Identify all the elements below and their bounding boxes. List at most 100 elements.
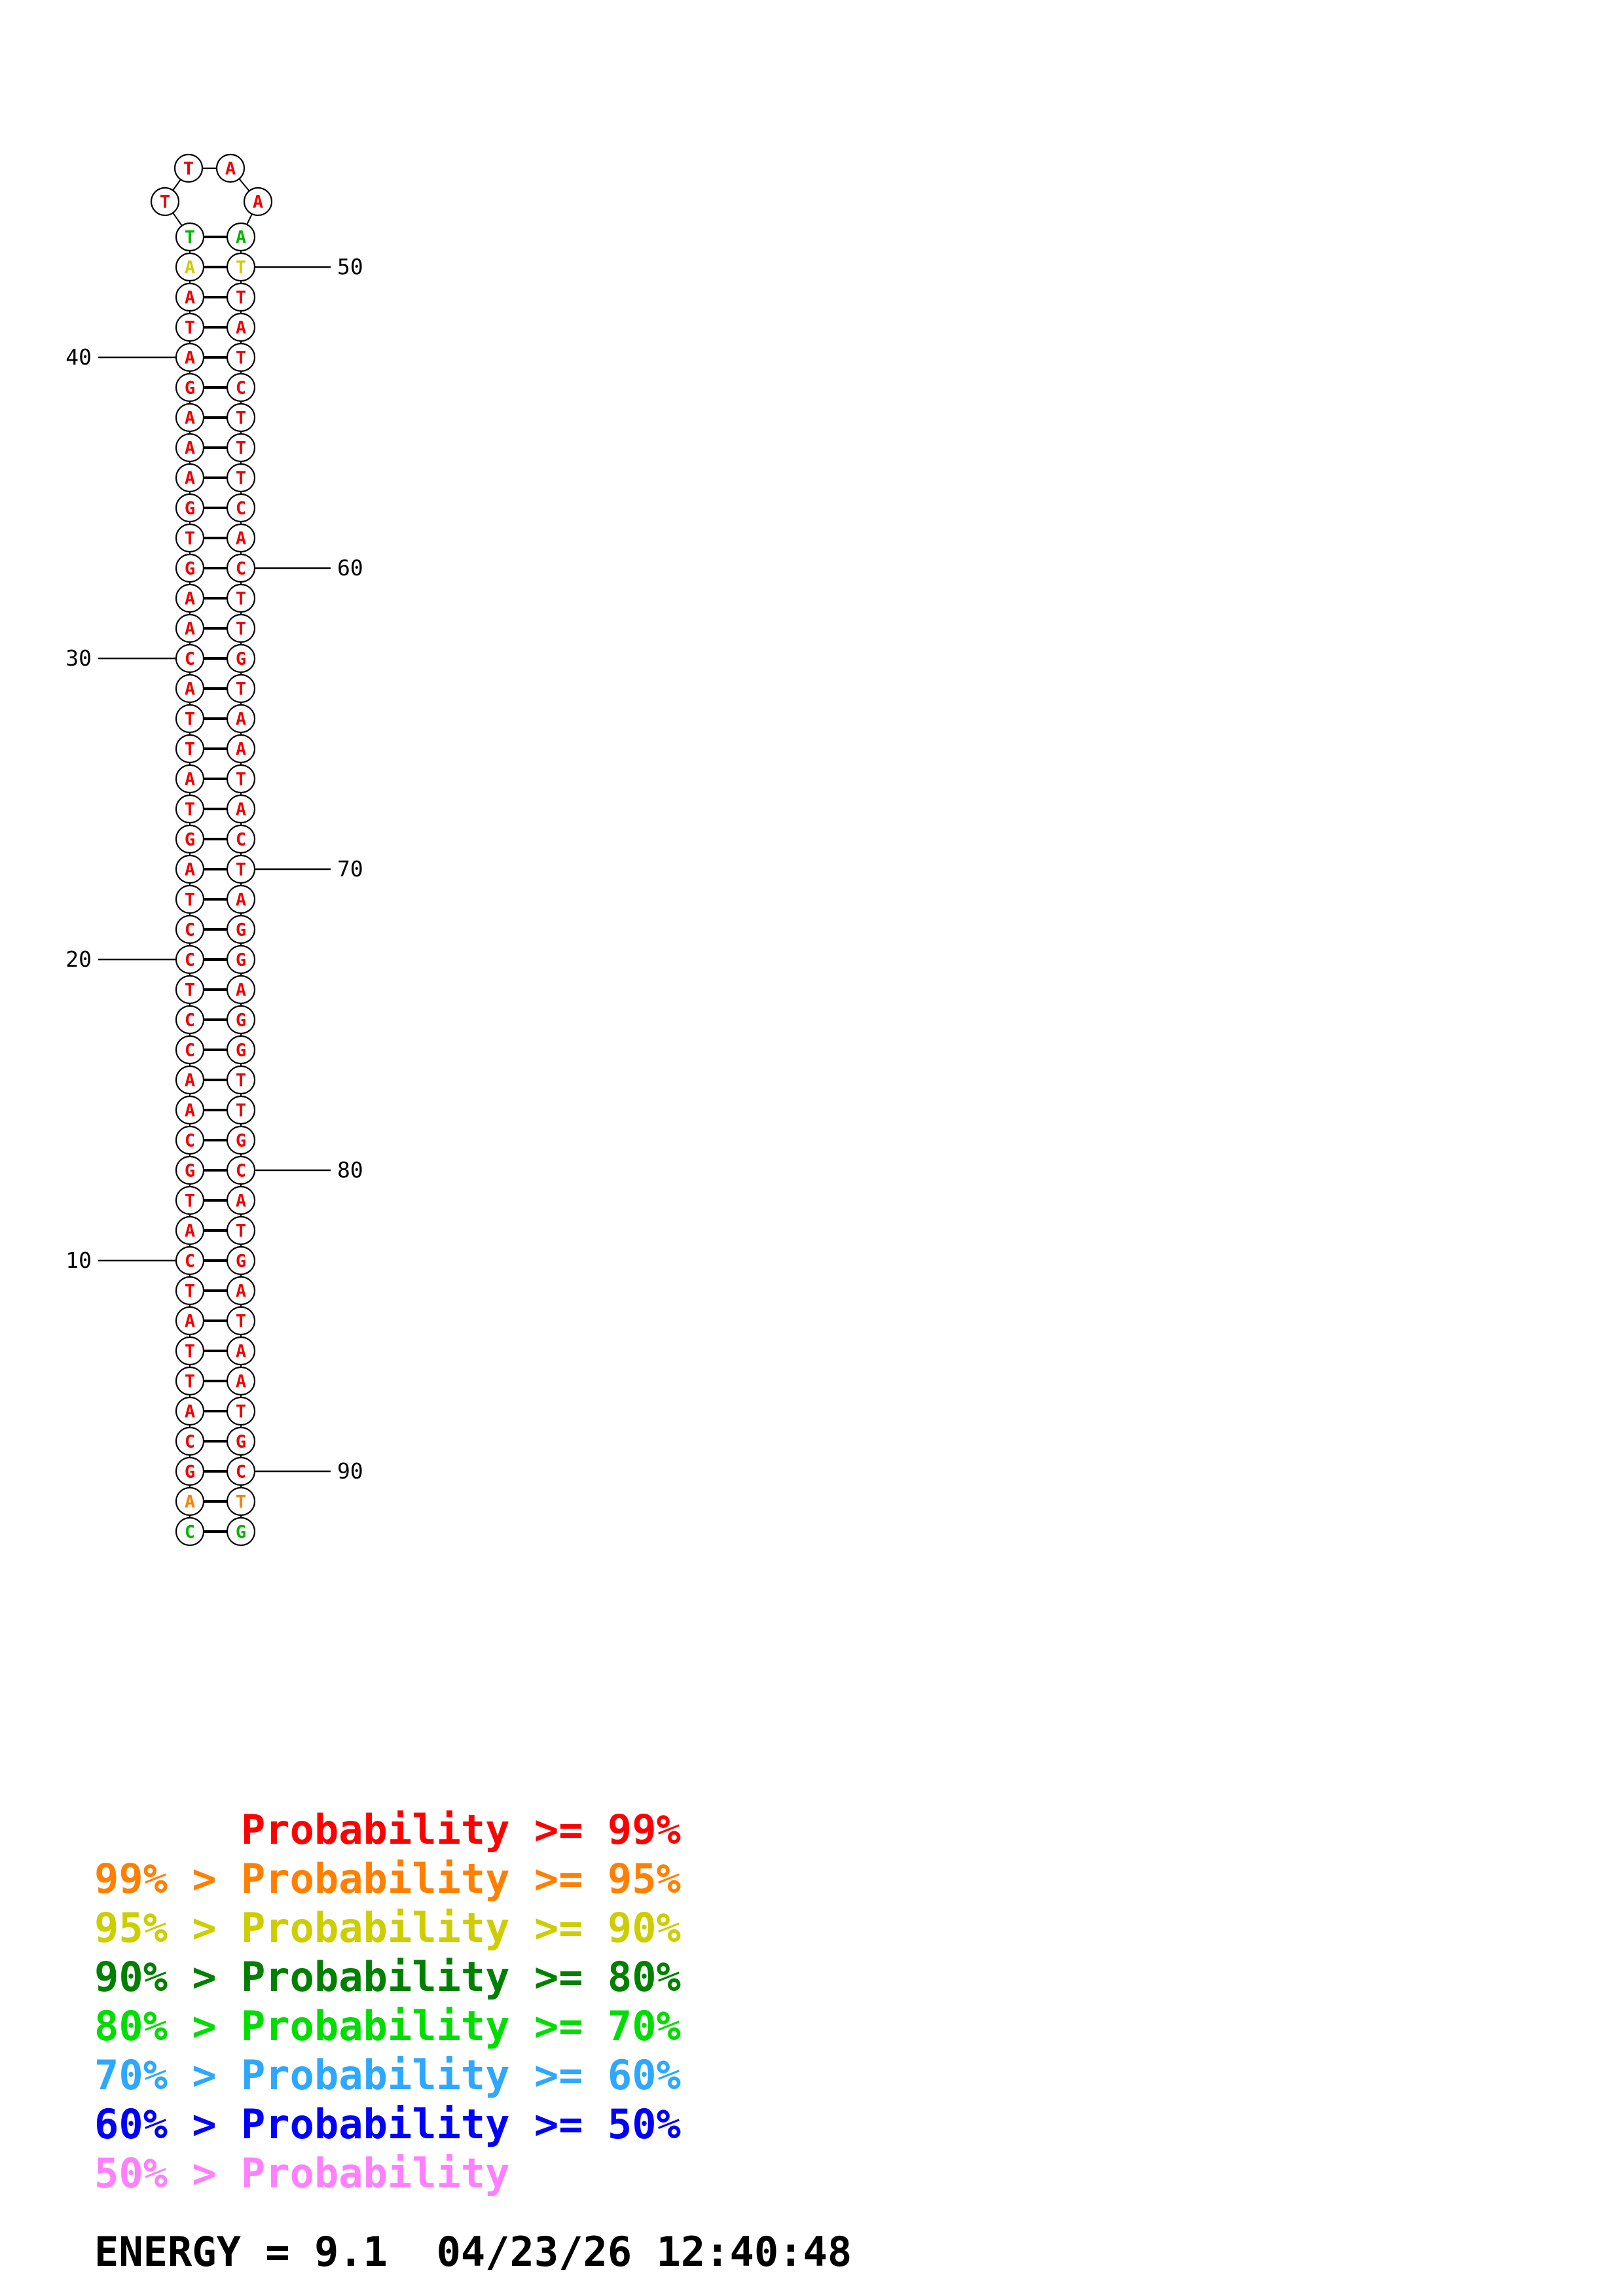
legend-row: 80% > Probability >= 70% — [94, 2002, 681, 2050]
nucleotide-circle — [226, 372, 256, 403]
nucleotide-letter: C — [236, 499, 246, 519]
nucleotide-letter: A — [253, 192, 263, 213]
nucleotide-circle — [226, 463, 256, 493]
nucleotide-circle — [215, 153, 246, 183]
nucleotide-circle — [226, 312, 256, 342]
nucleotide-letter: A — [236, 890, 246, 910]
nucleotide-letter: T — [185, 890, 195, 910]
nucleotide-letter: A — [185, 1071, 195, 1091]
nucleotide-letter: C — [185, 649, 195, 670]
nucleotide-circle — [226, 433, 256, 463]
legend-row: 60% > Probability >= 50% — [94, 2100, 681, 2148]
nucleotide-letter: G — [185, 830, 195, 850]
nucleotide-circle — [226, 1125, 256, 1155]
position-label: 40 — [65, 344, 92, 370]
nucleotide-circle — [175, 1155, 205, 1185]
nucleotide-circle — [175, 403, 205, 433]
nucleotide-circle — [175, 884, 205, 914]
nucleotide-circle — [175, 252, 205, 282]
nucleotide-letter: A — [185, 469, 195, 489]
position-label: 60 — [337, 555, 363, 581]
nucleotide-circle — [226, 975, 256, 1005]
probability-legend: Probability >= 99% 99% > Probability >= 9… — [94, 1805, 681, 2198]
hairpin-structure-diagram: TAATAGAAAGTGAACATTATGATCCTCCAACGTACTATTA… — [65, 153, 363, 1547]
nucleotide-letter: T — [236, 770, 246, 790]
nucleotide-letter: A — [225, 159, 236, 179]
position-label: 50 — [337, 254, 363, 279]
nucleotide-circle — [226, 1155, 256, 1185]
nucleotide-letter: T — [236, 408, 246, 429]
nucleotide-circle — [226, 1336, 256, 1366]
nucleotide-letter: A — [236, 1342, 246, 1362]
nucleotide-circle — [175, 1035, 205, 1065]
nucleotide-letter: C — [236, 378, 246, 399]
legend-row: 90% > Probability >= 80% — [94, 1953, 681, 2001]
position-label: 30 — [65, 645, 92, 671]
nucleotide-circle — [175, 1306, 205, 1336]
nucleotide-circle — [175, 975, 205, 1005]
nucleotide-letter: A — [185, 770, 195, 790]
nucleotide-letter: C — [185, 920, 195, 941]
position-label: 80 — [337, 1157, 363, 1183]
nucleotide-letter: C — [185, 1131, 195, 1151]
nucleotide-circle — [226, 613, 256, 643]
nucleotide-circle — [226, 1276, 256, 1306]
nucleotide-circle — [175, 944, 205, 975]
nucleotide-letter: A — [236, 228, 246, 248]
nucleotide-circle — [175, 1336, 205, 1366]
nucleotide-circle — [226, 1246, 256, 1276]
nucleotide-letter: A — [185, 348, 195, 368]
nucleotide-circle — [226, 854, 256, 884]
nucleotide-letter: G — [185, 499, 195, 519]
nucleotide-circle — [226, 764, 256, 794]
nucleotide-circle — [175, 643, 205, 673]
nucleotide-circle — [175, 1125, 205, 1155]
nucleotide-circle — [175, 1396, 205, 1426]
nucleotide-circle — [150, 187, 180, 217]
nucleotide-letter: C — [236, 559, 246, 579]
nucleotide-circle — [226, 1095, 256, 1125]
nucleotide-circle — [226, 523, 256, 553]
nucleotide-letter: C — [185, 1522, 195, 1543]
nucleotide-circle — [175, 433, 205, 463]
nucleotide-letter: T — [185, 800, 195, 820]
nucleotide-letter: T — [185, 740, 195, 760]
nucleotide-circle — [243, 187, 273, 217]
nucleotide-circle — [175, 553, 205, 583]
nucleotide-circle — [226, 944, 256, 975]
nucleotide-circle — [175, 1456, 205, 1486]
nucleotide-circle — [226, 673, 256, 704]
nucleotide-circle — [226, 704, 256, 734]
nucleotide-circle — [175, 523, 205, 553]
position-label: 10 — [65, 1247, 92, 1273]
position-label: 70 — [337, 856, 363, 882]
nucleotide-circle — [175, 1005, 205, 1035]
nucleotide-letter: G — [185, 1462, 195, 1482]
nucleotide-letter: A — [185, 1402, 195, 1422]
nucleotide-circle — [226, 1215, 256, 1246]
nucleotide-circle — [226, 553, 256, 583]
nucleotide-letter: A — [185, 589, 195, 609]
nucleotide-letter: C — [236, 1462, 246, 1482]
nucleotide-letter: A — [185, 860, 195, 880]
energy-line: ENERGY = 9.1 04/23/26 12:40:48 — [94, 2228, 852, 2276]
nucleotide-circle — [226, 1306, 256, 1336]
nucleotide-letter: G — [236, 950, 246, 971]
legend-row: 99% > Probability >= 95% — [94, 1855, 681, 1903]
nucleotide-letter: A — [236, 800, 246, 820]
nucleotide-letter: T — [236, 1402, 246, 1422]
nucleotide-circle — [175, 1366, 205, 1396]
nucleotide-circle — [175, 734, 205, 764]
nucleotide-circle — [175, 613, 205, 643]
nucleotide-letter: T — [236, 1312, 246, 1332]
legend-row: Probability >= 99% — [94, 1806, 681, 1854]
nucleotide-letter: T — [185, 529, 195, 549]
nucleotide-letter: T — [236, 348, 246, 368]
nucleotide-circle — [175, 1486, 205, 1516]
nucleotide-letter: T — [236, 589, 246, 609]
nucleotide-letter: T — [185, 228, 195, 248]
nucleotide-circle — [226, 252, 256, 282]
nucleotide-letter: T — [185, 1191, 195, 1211]
nucleotide-letter: A — [185, 1492, 195, 1513]
